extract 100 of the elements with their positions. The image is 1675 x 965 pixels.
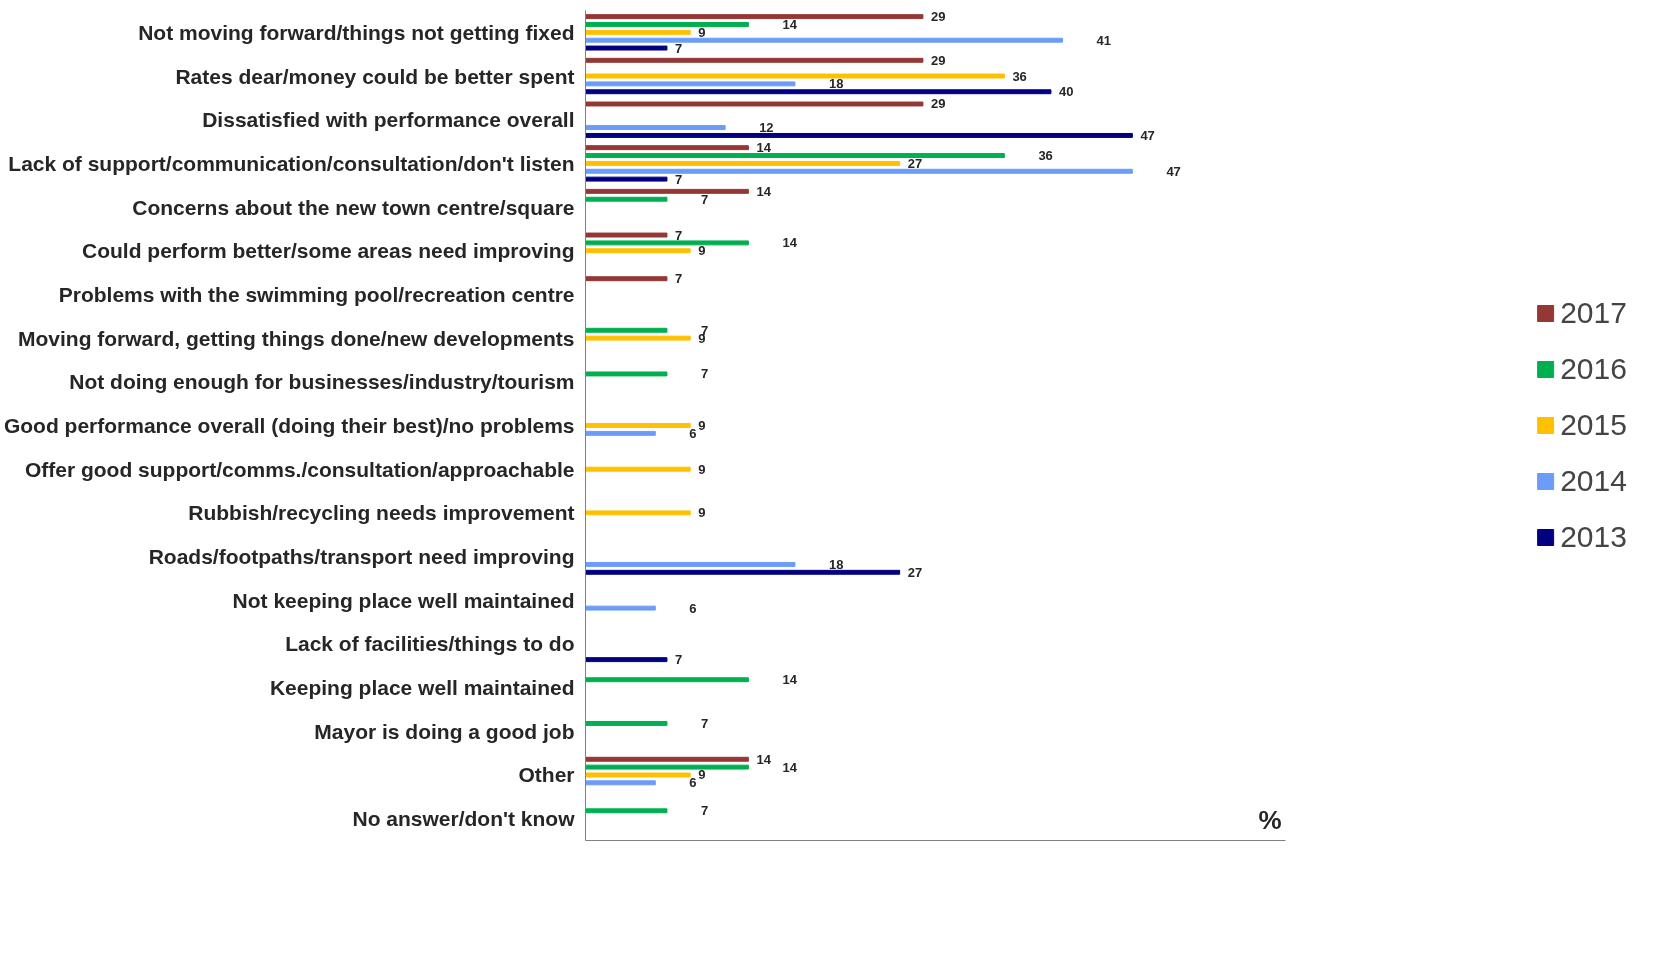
- bar: [585, 327, 668, 333]
- data-label: 6: [689, 425, 697, 441]
- data-label: 18: [828, 556, 844, 572]
- y-tick-label: Lack of facilities/things to do: [285, 632, 575, 656]
- y-tick-label: Not keeping place well maintained: [232, 588, 575, 612]
- data-label: 14: [756, 140, 772, 156]
- bar: [585, 14, 924, 20]
- text: %: [1258, 804, 1282, 835]
- data-label: 9: [698, 505, 706, 521]
- bar: [585, 605, 656, 611]
- data-label: 9: [698, 24, 706, 40]
- y-tick-label: Moving forward, getting things done/new developments: [17, 326, 575, 350]
- bar: [585, 232, 668, 238]
- data-label: 14: [782, 759, 798, 775]
- data-label: 9: [698, 418, 706, 433]
- bar: [585, 510, 691, 516]
- bar: [585, 45, 668, 51]
- data-label: 14: [782, 16, 798, 32]
- bar: [585, 335, 691, 341]
- data-label: 7: [674, 652, 683, 668]
- bar: [585, 153, 1005, 158]
- data-label: 14: [782, 672, 798, 688]
- data-label: 7: [700, 715, 709, 731]
- data-label: 7: [674, 171, 683, 187]
- bar: [585, 73, 1005, 79]
- data-label: 7: [700, 366, 709, 382]
- data-label: 40: [1058, 84, 1074, 100]
- bar: [585, 22, 749, 27]
- bar: [585, 276, 668, 282]
- bar: [585, 188, 749, 194]
- bar: [585, 29, 691, 35]
- data-label: 7: [674, 40, 683, 56]
- bar: [585, 430, 656, 436]
- legend-label: 2014: [1560, 464, 1627, 498]
- data-label: 12: [759, 120, 774, 136]
- bar: [585, 89, 1052, 95]
- data-label: 14: [756, 183, 772, 199]
- bar: [585, 561, 796, 567]
- bar: [585, 780, 656, 786]
- bar: [585, 569, 901, 575]
- y-tick-label: Not moving forward/things not getting fixed: [138, 20, 575, 44]
- legend-label: 2017: [1560, 296, 1627, 330]
- data-label: 7: [700, 803, 709, 819]
- data-label: 9: [698, 767, 706, 783]
- bar: [585, 756, 749, 762]
- bar: [585, 764, 749, 770]
- data-label: 41: [1096, 32, 1112, 48]
- y-tick-label: Offer good support/comms./consultation/approachable: [24, 457, 575, 481]
- legend-label: 2016: [1560, 352, 1627, 386]
- bar: [585, 677, 749, 683]
- bar: [585, 57, 924, 63]
- bar: [585, 81, 796, 87]
- legend-label: 2013: [1560, 520, 1627, 554]
- y-tick-label: Keeping place well maintained: [269, 676, 575, 700]
- data-label: 29: [930, 9, 946, 25]
- data-label: 7: [700, 191, 709, 207]
- data-label: 36: [1038, 148, 1053, 164]
- bar: [585, 101, 924, 107]
- bar: [585, 772, 691, 778]
- bar: [585, 145, 749, 151]
- bar: [585, 125, 726, 131]
- bar: [585, 808, 668, 814]
- bar: [585, 720, 668, 726]
- bar: [585, 176, 668, 182]
- bar: [585, 160, 901, 166]
- bar: [585, 132, 1133, 138]
- data-label: 29: [930, 96, 946, 112]
- y-tick-label: Roads/footpaths/transport need improving: [148, 545, 575, 569]
- data-label: 18: [828, 76, 844, 92]
- data-label: 14: [782, 235, 798, 251]
- bar: [585, 196, 668, 202]
- bar: [585, 423, 691, 428]
- y-tick-label: Could perform better/some areas need improving: [82, 239, 575, 263]
- y-tick-label: Mayor is doing a good job: [314, 719, 575, 743]
- data-label: 14: [756, 751, 772, 767]
- y-tick-label: Not doing enough for businesses/industry/tourism: [69, 370, 575, 394]
- data-label: 47: [1140, 127, 1155, 143]
- data-label: 6: [689, 600, 697, 616]
- y-tick-label: Rubbish/recycling needs improvement: [188, 501, 575, 525]
- bar: [585, 248, 691, 254]
- data-label: 7: [674, 227, 683, 243]
- y-tick-label: Good performance overall (doing their best)/no problems: [3, 414, 575, 437]
- y-tick-label: Concerns about the new town centre/square: [132, 195, 575, 219]
- y-tick-label: Lack of support/communication/consultation/don't listen: [8, 151, 575, 175]
- data-label: 29: [930, 52, 946, 68]
- data-label: 27: [907, 564, 923, 580]
- y-tick-label: Problems with the swimming pool/recreation centre: [58, 282, 575, 306]
- bar: [585, 168, 1133, 174]
- data-label: 9: [698, 461, 706, 477]
- bar: [585, 37, 1064, 43]
- legend-label: 2015: [1560, 408, 1627, 442]
- data-label: 36: [1012, 68, 1027, 84]
- data-label: 9: [698, 243, 706, 259]
- y-tick-label: Other: [518, 763, 575, 787]
- data-label: 47: [1166, 163, 1181, 179]
- data-label: 7: [674, 271, 683, 287]
- y-tick-label: Rates dear/money could be better spent: [175, 64, 575, 88]
- bar: [585, 371, 668, 377]
- bar: [585, 240, 749, 246]
- data-label: 6: [689, 775, 697, 791]
